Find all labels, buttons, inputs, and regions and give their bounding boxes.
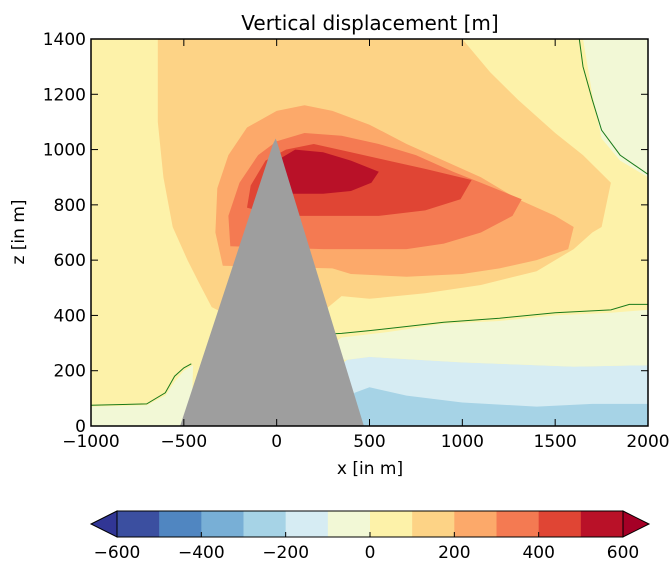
x-tick-label: −500 [160,432,207,452]
x-tick-label: 1000 [441,432,484,452]
colorbar-tick-label: 600 [607,543,639,563]
x-axis-label: x [in m] [337,459,403,479]
colorbar-swatch-0-100 [370,511,413,537]
y-tick-label: 400 [54,306,86,326]
colorbar-swatch-400-500 [538,511,582,537]
colorbar-tick-label: −600 [94,543,141,563]
colorbar-tick-label: −400 [178,543,225,563]
colorbar-swatch--500--400 [159,511,202,537]
y-axis: 0 200 400 600 800 1000 1200 1400 [43,30,648,437]
zero-contour-line-0 [91,363,192,406]
y-tick-label: 1400 [43,30,86,50]
colorbar-swatch--100-0 [327,511,371,537]
y-tick-label: 800 [54,196,86,216]
y-tick-label: 200 [54,362,86,382]
colorbar-swatch-500-600 [580,511,624,537]
y-tick-label: 0 [75,417,86,437]
y-tick-label: 1200 [43,85,86,105]
x-tick-label: 1500 [534,432,577,452]
y-axis-label: z [in m] [9,199,29,264]
plot-area [91,39,648,426]
zero-contour-line-2 [578,39,648,175]
colorbar-tick-label: 0 [365,543,376,563]
contour-region--100-0-2 [91,365,194,426]
mountain-shape [180,138,364,426]
contour-region-500-600-9 [265,149,379,194]
colorbar-extend-low [89,510,118,538]
x-tick-label: 0 [271,432,282,452]
colorbar-tick-label: 400 [522,543,554,563]
colorbar [89,510,651,538]
y-tick-label: 1000 [43,141,86,161]
colorbar-swatch--600--500 [117,511,160,537]
chart-title: Vertical displacement [m] [241,11,498,35]
x-tick-label: 500 [353,432,385,452]
colorbar-swatch-300-400 [496,511,540,537]
contour-region--100-0-3 [324,309,648,426]
x-axis: −1000 −500 0 500 1000 1500 2000 [62,39,670,452]
colorbar-swatch-200-300 [454,511,497,537]
colorbar-swatch--400--300 [201,511,244,537]
colorbar-swatch--300--200 [243,511,287,537]
colorbar-ticks: −600 −400 −200 0 200 400 600 [94,532,639,563]
colorbar-swatch-100-200 [412,511,455,537]
contour-region--100-0-4 [583,39,648,178]
x-tick-label: 2000 [626,432,669,452]
y-tick-label: 600 [54,251,86,271]
x-tick-label: −1000 [62,432,120,452]
colorbar-tick-label: −200 [262,543,309,563]
colorbar-extend-high [622,510,651,538]
colorbar-swatch--200--100 [285,511,329,537]
colorbar-tick-label: 200 [438,543,470,563]
contour-region--300--200-1 [343,387,648,426]
